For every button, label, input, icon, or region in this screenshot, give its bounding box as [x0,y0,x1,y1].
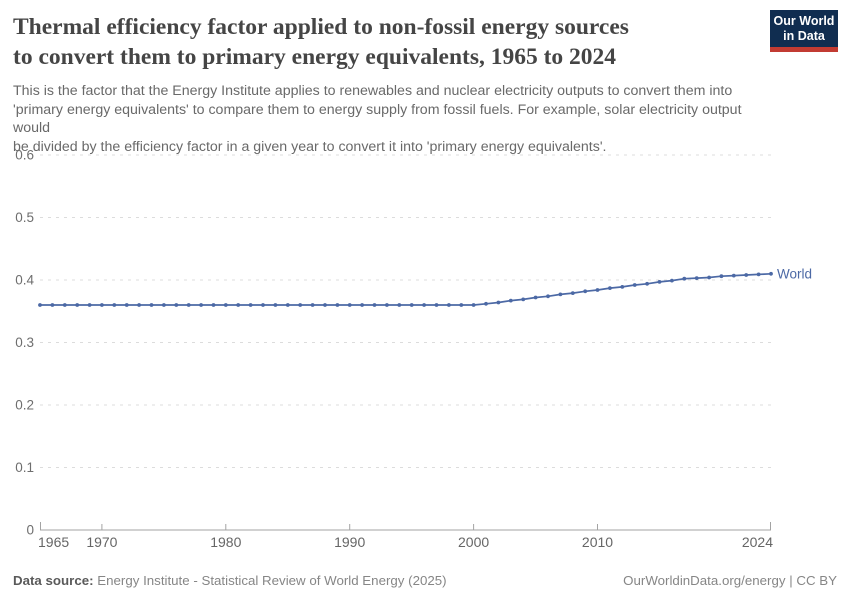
y-axis-tick-label: 0.4 [15,273,34,288]
data-point-marker [657,280,662,284]
data-line [40,272,772,306]
data-point-marker [632,283,637,287]
data-point-marker [285,303,290,307]
x-axis-tick-label: 2000 [458,534,489,550]
data-point-marker [124,303,129,307]
data-point-marker [769,271,773,276]
data-point-marker [223,303,228,307]
data-point-marker [261,303,265,307]
data-point-marker [595,288,600,292]
data-point-marker [50,303,55,307]
subtitle-line-1: This is the factor that the Energy Insti… [13,83,733,99]
footer-license-link: OurWorldinData.org/energy | CC BY [623,573,837,588]
data-point-marker [409,303,414,307]
owid-logo-line-2: in Data [783,28,825,43]
subtitle-line-3: be divided by the efficiency factor in a… [13,138,607,155]
data-point-marker [570,291,575,295]
data-point-marker [471,303,476,307]
series-end-label: World [777,266,812,281]
data-point-marker [248,303,253,307]
data-point-marker [422,303,426,307]
x-axis-tick-label: 2024 [742,534,773,550]
data-point-marker [645,281,649,286]
data-point-marker [186,303,191,307]
data-source-label: Data source: [13,573,94,588]
y-axis-tick-label: 0.6 [15,148,34,163]
data-point-marker [533,295,538,300]
line-chart: 0 0.1 0.2 0.3 0.4 0.5 0.6 1965 1970 1980 1990 2000 2… [15,148,812,551]
data-point-marker [360,303,364,307]
data-point-marker [137,303,142,307]
data-point-marker [756,272,761,277]
data-point-marker [298,303,303,307]
data-point-marker [546,294,550,299]
data-point-marker [608,286,612,290]
data-point-marker [744,273,749,277]
y-axis-tick-label: 0.1 [15,460,34,475]
title-line-2: to convert them to primary energy equiva… [13,44,617,70]
data-point-marker [149,303,154,307]
data-point-marker [397,303,402,307]
data-point-marker [335,303,340,307]
data-point-marker [484,301,488,306]
data-point-marker [682,276,687,281]
data-point-marker [211,303,216,307]
data-point-marker [694,276,699,280]
x-axis-tick-label: 1980 [210,534,241,550]
owid-logo-line-1: Our World [773,13,835,28]
data-source: Data source: Energy Institute - Statisti… [13,573,447,588]
subtitle-line-2: 'primary energy equivalents' to compare … [13,101,742,137]
data-point-marker [372,303,377,307]
page-title: Thermal efficiency factor applied to non… [13,12,758,72]
data-point-marker [731,273,736,278]
chart-footer: Data source: Energy Institute - Statisti… [13,573,837,588]
data-source-text: Energy Institute - Statistical Review of… [93,573,447,588]
data-point-marker [447,303,451,307]
data-point-marker [385,303,389,307]
data-point-marker [583,289,588,294]
data-point-marker [310,303,315,307]
y-axis-tick-label: 0.3 [15,335,34,350]
x-axis-tick-label: 2010 [582,534,613,550]
data-point-marker [87,303,92,307]
data-point-marker [236,303,241,307]
chart-subtitle: This is the factor that the Energy Insti… [13,82,758,156]
chart-header: Thermal efficiency factor applied to non… [13,12,758,156]
data-point-marker [100,303,104,307]
data-point-marker [62,303,67,307]
data-point-marker [347,303,352,307]
data-point-marker [434,303,439,307]
data-point-marker [459,303,464,307]
data-point-marker [112,303,117,307]
data-point-marker [38,303,42,307]
data-point-marker [273,303,278,307]
data-point-marker [558,292,563,297]
data-point-marker [670,278,674,283]
data-point-marker [75,303,80,307]
data-point-marker [521,297,526,302]
data-point-marker [174,303,179,307]
data-point-marker [199,303,204,307]
y-axis-tick-label: 0 [26,523,34,538]
x-axis-tick-label: 1990 [334,534,365,550]
data-point-marker [162,303,166,307]
data-point-marker [508,298,513,303]
owid-logo: Our World in Data [770,10,838,52]
data-point-marker [719,274,724,279]
x-axis-tick-label: 1970 [86,534,117,550]
y-axis-tick-label: 0.5 [15,210,34,225]
data-point-marker [496,300,501,305]
data-point-marker [620,285,625,289]
data-point-marker [707,275,711,280]
y-axis-tick-label: 0.2 [15,398,34,413]
data-point-marker [323,303,327,307]
x-axis-tick-label: 1965 [38,534,69,550]
title-line-1: Thermal efficiency factor applied to non… [13,14,629,40]
